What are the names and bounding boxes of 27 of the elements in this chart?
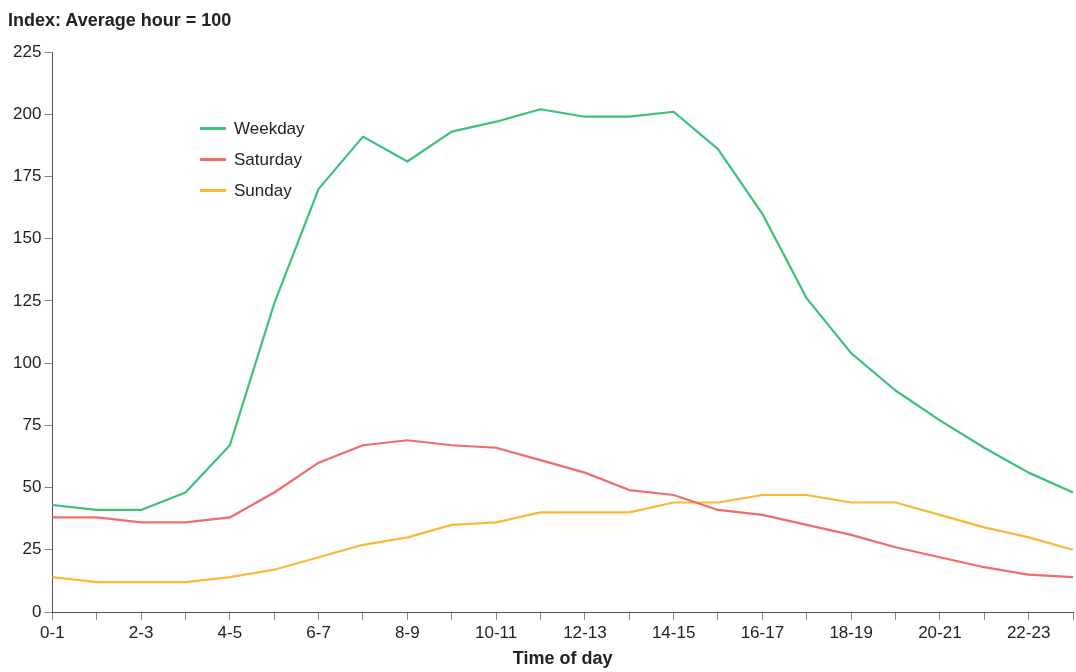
x-tick-label: 14-15 bbox=[651, 622, 696, 642]
y-tick-label: 175 bbox=[12, 166, 42, 186]
x-tick-label: 6-7 bbox=[306, 622, 331, 642]
y-tick-label: 50 bbox=[22, 477, 42, 497]
x-tick-label: 0-1 bbox=[40, 622, 65, 642]
x-tick-label: 2-3 bbox=[128, 622, 154, 642]
y-tick-label: 225 bbox=[12, 41, 42, 61]
x-tick-label: 22-23 bbox=[1006, 622, 1051, 642]
y-tick-label: 25 bbox=[22, 539, 42, 559]
x-tick-label: 20-21 bbox=[918, 622, 962, 642]
x-tick-label: 16-17 bbox=[740, 622, 785, 642]
x-tick-label: 18-19 bbox=[829, 622, 873, 642]
y-tick-label: 0 bbox=[31, 601, 42, 621]
y-tick-label: 150 bbox=[12, 228, 42, 248]
y-tick-label: 75 bbox=[22, 415, 42, 435]
x-axis-title: Time of day bbox=[512, 648, 613, 669]
x-tick-label: 12-13 bbox=[563, 622, 607, 642]
y-tick-label: 125 bbox=[12, 290, 42, 310]
legend-label: Weekday bbox=[234, 118, 305, 139]
x-tick-label: 4-5 bbox=[217, 622, 243, 642]
y-tick-label: 100 bbox=[12, 352, 42, 372]
x-tick-label: 10-11 bbox=[475, 622, 518, 642]
legend-label: Saturday bbox=[234, 149, 303, 170]
x-tick-label: 8-9 bbox=[395, 622, 420, 642]
legend-label: Sunday bbox=[234, 180, 292, 201]
y-axis-title: Index: Average hour = 100 bbox=[8, 10, 232, 31]
y-tick-label: 200 bbox=[12, 103, 42, 123]
